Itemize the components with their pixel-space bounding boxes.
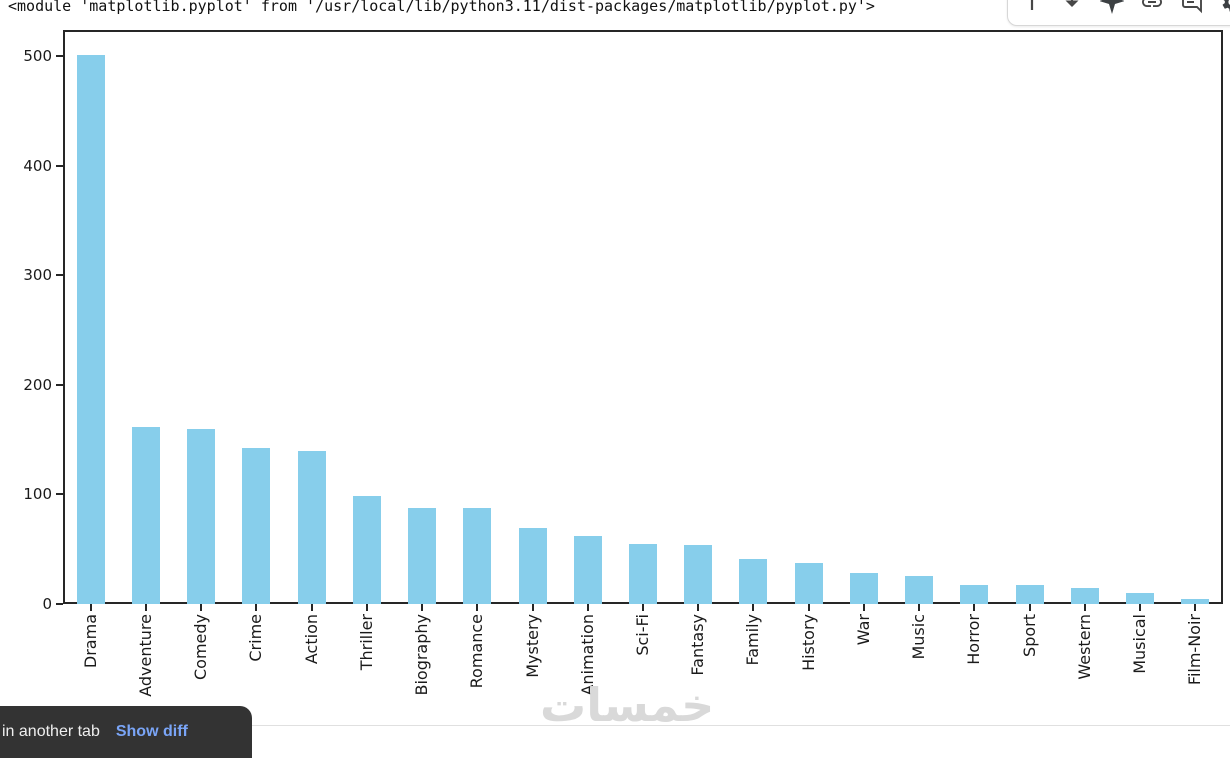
bar-action: [297, 450, 326, 604]
bar-romance: [463, 507, 492, 604]
bar-biography: [408, 507, 437, 604]
x-axis-tick-label: Fantasy: [688, 614, 708, 676]
x-axis-tick: [918, 604, 921, 611]
bar-horror: [960, 585, 989, 604]
bar-war: [849, 573, 878, 604]
bar-animation: [573, 536, 602, 604]
x-axis-tick-label: Drama: [80, 614, 100, 669]
show-diff-button[interactable]: Show diff: [115, 723, 188, 740]
bar-mystery: [518, 528, 547, 604]
bar-comedy: [187, 428, 216, 604]
x-axis-tick: [144, 604, 147, 611]
x-axis-tick: [365, 604, 368, 611]
y-axis-tick: [56, 493, 63, 496]
bar-fantasy: [684, 544, 713, 604]
x-axis-tick-label: Music: [909, 614, 929, 660]
copy-link-icon: [1140, 0, 1164, 14]
move-cell-up-icon: [1020, 0, 1044, 14]
move-cell-down-button[interactable]: [1052, 0, 1092, 23]
x-axis-tick-label: Musical: [1130, 614, 1150, 674]
y-axis-tick-label: 200: [23, 375, 52, 394]
x-axis-tick: [862, 604, 865, 611]
x-axis-tick: [255, 604, 258, 611]
x-axis-tick-label: War: [853, 614, 873, 646]
settings-gear-icon: [1220, 0, 1230, 14]
x-axis-tick: [89, 604, 92, 611]
y-axis-tick-label: 400: [23, 156, 52, 175]
snackbar-message: in another tab: [2, 723, 100, 740]
x-axis-tick: [200, 604, 203, 611]
gemini-spark-icon: [1100, 0, 1124, 14]
y-axis-tick: [56, 603, 63, 605]
y-axis-tick: [56, 55, 63, 58]
console-output: <module 'matplotlib.pyplot' from '/usr/l…: [8, 0, 875, 15]
x-axis-tick: [531, 604, 534, 611]
x-axis-tick: [1139, 604, 1142, 611]
bar-crime: [242, 448, 271, 604]
x-axis-tick-label: Comedy: [191, 614, 211, 681]
gemini-button[interactable]: [1092, 0, 1132, 23]
x-axis-tick-label: Crime: [246, 614, 266, 662]
copy-link-button[interactable]: [1132, 0, 1172, 23]
x-axis-tick-label: Thriller: [356, 614, 376, 671]
x-axis-tick: [586, 604, 589, 611]
y-axis-tick: [56, 274, 63, 277]
move-cell-up-button[interactable]: [1012, 0, 1052, 23]
y-axis-tick-label: 300: [23, 266, 52, 285]
bar-music: [905, 575, 934, 604]
bar-drama: [76, 55, 105, 604]
x-axis-tick-label: History: [798, 614, 818, 671]
x-axis-tick-label: Horror: [964, 614, 984, 665]
y-axis-tick: [56, 383, 63, 386]
x-axis-tick: [421, 604, 424, 611]
x-axis-tick: [1028, 604, 1031, 611]
y-axis-tick-label: 0: [42, 595, 52, 613]
cell-bottom-divider: [0, 725, 1230, 726]
comment-icon: [1180, 0, 1204, 14]
x-axis-tick-label: Adventure: [135, 614, 155, 697]
add-comment-button[interactable]: [1172, 0, 1212, 23]
x-axis-tick-label: Film-Noir: [1185, 614, 1205, 686]
x-axis-tick-label: Romance: [467, 614, 487, 689]
x-axis-tick: [476, 604, 479, 611]
x-axis-tick-label: Mystery: [522, 614, 542, 678]
move-cell-down-icon: [1060, 0, 1084, 14]
bar-sport: [1015, 585, 1044, 604]
bar-sci-fi: [629, 543, 657, 604]
x-axis-tick-label: Western: [1074, 614, 1094, 680]
bar-adventure: [131, 426, 160, 604]
y-axis-tick: [56, 164, 63, 167]
bar-western: [1070, 587, 1099, 604]
bar-history: [794, 563, 823, 604]
x-axis-tick-label: Sport: [1019, 614, 1039, 657]
y-axis-tick-label: 500: [23, 47, 52, 66]
bar-film-noir: [1181, 598, 1210, 604]
x-axis-tick: [1194, 604, 1197, 611]
x-axis-tick: [642, 604, 644, 611]
x-axis-tick: [1083, 604, 1086, 611]
genre-bar-chart: 0 100 200 300 400 500 Drama Adventure Comedy Crim…: [23, 30, 1223, 697]
x-axis-tick: [973, 604, 976, 611]
x-axis-tick-label: Action: [301, 614, 321, 665]
cell-toolbar: [1007, 0, 1230, 26]
bar-thriller: [352, 495, 381, 604]
khamsat-watermark: خمسات: [540, 678, 715, 732]
x-axis-tick-label: Sci-Fi: [633, 614, 652, 656]
x-axis-tick: [697, 604, 700, 611]
x-axis-tick: [807, 604, 810, 611]
x-axis-tick-label: Biography: [412, 614, 432, 696]
x-axis-tick-label: Family: [743, 614, 763, 666]
x-axis-tick: [310, 604, 313, 611]
x-axis-tick: [752, 604, 755, 611]
bar-musical: [1126, 593, 1155, 604]
y-axis-tick-label: 100: [23, 485, 52, 504]
settings-button[interactable]: [1212, 0, 1230, 23]
plot-area: [63, 30, 1223, 604]
snackbar: in another tab Show diff: [0, 706, 252, 758]
bar-family: [739, 559, 768, 604]
